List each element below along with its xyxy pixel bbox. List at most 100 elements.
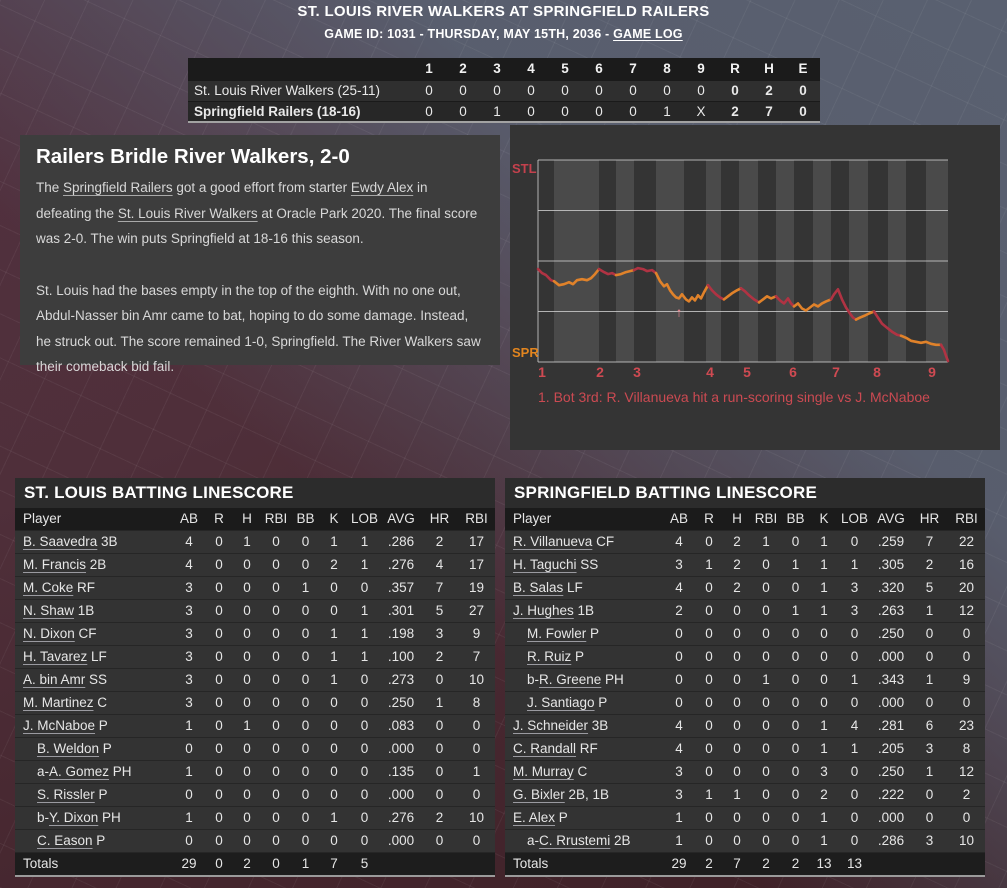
team-name[interactable]: Springfield Railers (18-16) [194, 103, 361, 119]
batting-row: M. Martinez C 3 0 0 0 0 0 0 .250 1 8 [15, 691, 495, 714]
inning-score: 0 [527, 103, 535, 119]
stat-BB: 0 [791, 626, 800, 641]
player-link[interactable]: G. Bixler [513, 787, 565, 802]
stat-R: 0 [215, 810, 223, 825]
position-label: 3B [588, 718, 609, 733]
col-header-HR: HR [919, 511, 940, 527]
team-link-springfield-railers[interactable]: Springfield Railers [63, 180, 173, 195]
inning-score: 0 [697, 83, 705, 98]
stat-BB: 0 [301, 534, 310, 549]
batting-header-row: Player AB R H RBI BB K LOB AVG HR RBI [505, 508, 985, 530]
position-label: SS [576, 557, 599, 572]
player-link[interactable]: J. Santiago [527, 695, 595, 710]
stat-HR: 0 [925, 787, 934, 802]
player-cell: M. Francis 2B [15, 553, 173, 576]
stat-R: 0 [705, 626, 713, 641]
player-link[interactable]: J. Hughes [513, 603, 574, 618]
stat-HR: 0 [435, 764, 444, 779]
player-cell: H. Tavarez LF [15, 645, 173, 668]
player-link[interactable]: H. Tavarez [23, 649, 88, 664]
player-link[interactable]: J. McNaboe [23, 718, 96, 733]
player-cell: M. Murray C [505, 760, 663, 783]
x-tick-inning-9: 9 [928, 364, 936, 380]
player-cell: b-Y. Dixon PH [15, 806, 173, 829]
stat-AVG: .083 [387, 718, 415, 733]
player-link[interactable]: H. Taguchi [513, 557, 577, 572]
col-header-8: 8 [663, 61, 671, 77]
col-header-BB: BB [296, 511, 315, 527]
stat-AB: 1 [185, 764, 193, 779]
batting-row: G. Bixler 2B, 1B 3 1 1 0 0 2 0 .222 0 2 [505, 783, 985, 806]
player-link[interactable]: A. Gomez [49, 764, 110, 779]
player-link-ewdy-alex[interactable]: Ewdy Alex [350, 180, 414, 195]
stat-AVG: .250 [877, 626, 905, 641]
player-link[interactable]: C. Eason [37, 833, 93, 848]
player-link[interactable]: Y. Dixon [49, 810, 99, 825]
player-link[interactable]: C. Randall [513, 741, 577, 756]
batting-row: B. Salas LF 4 0 2 0 0 1 3.320 5 20 [505, 576, 985, 599]
col-header-RBI: RBI [754, 511, 778, 527]
stat-AB: 0 [185, 833, 193, 848]
total-HR [911, 852, 948, 875]
player-link[interactable]: C. Rrustemi [539, 833, 611, 848]
stat-LOB: 1 [850, 741, 859, 756]
batting-row: J. McNaboe P 1 0 1 0 0 0 0 .083 0 0 [15, 714, 495, 737]
inning-score: 0 [425, 103, 433, 119]
player-link[interactable]: N. Shaw [23, 603, 75, 618]
stat-RBI: 12 [958, 603, 975, 618]
stat-LOB: 0 [360, 672, 369, 687]
game-log-link[interactable]: GAME LOG [613, 27, 683, 41]
totals-row: Totals 29 2 7 2 2 13 13 [505, 852, 985, 875]
stat-LOB: 0 [360, 695, 369, 710]
stat-R: 0 [705, 672, 713, 687]
stat-RBI: 0 [762, 649, 770, 664]
stat-H: 0 [243, 833, 251, 848]
team-name[interactable]: St. Louis River Walkers (25-11) [194, 83, 381, 98]
totals-row: Totals 29 0 2 0 1 7 5 [15, 852, 495, 875]
player-link[interactable]: N. Dixon [23, 626, 75, 641]
stat-H: 0 [243, 649, 251, 664]
player-link[interactable]: M. Fowler [527, 626, 587, 641]
stat-R: 0 [705, 718, 713, 733]
wp-line-stl [632, 266, 658, 275]
player-link[interactable]: E. Alex [513, 810, 556, 825]
inning-score: 0 [561, 83, 569, 98]
stat-AB: 1 [185, 810, 193, 825]
player-cell: R. Villanueva CF [505, 530, 663, 553]
player-link[interactable]: M. Martinez [23, 695, 94, 710]
inning-score: 0 [663, 83, 671, 98]
player-link[interactable]: A. bin Amr [23, 672, 86, 687]
player-link[interactable]: B. Saavedra [23, 534, 98, 549]
player-link[interactable]: M. Coke [23, 580, 74, 595]
team-link-st-louis-river-walkers[interactable]: St. Louis River Walkers [117, 205, 258, 221]
article-text: at Oracle Park 2020. The final score was… [36, 205, 478, 247]
article-paragraph-1: The Springfield Railers got a good effor… [36, 175, 484, 252]
batting-row: J. Santiago P 0 0 0 0 0 0 0 .000 0 0 [505, 691, 985, 714]
stat-AVG: .205 [877, 741, 905, 756]
player-cell: S. Rissler P [15, 783, 173, 806]
player-link[interactable]: M. Francis [23, 557, 87, 572]
col-header-AVG: AVG [877, 511, 905, 527]
page-title-matchup: ST. LOUIS RIVER WALKERS AT SPRINGFIELD R… [297, 3, 710, 20]
position-label: SS [85, 672, 108, 687]
player-link[interactable]: R. Villanueva [513, 534, 593, 549]
win-probability-chart-panel: ↑ STL SPR 1 2 3 4 5 6 7 8 9 1. Bot 3rd: R. Villanue… [510, 125, 1000, 450]
player-link[interactable]: M. Murray [513, 764, 574, 779]
col-header-H: H [242, 511, 252, 527]
player-link[interactable]: B. Weldon [37, 741, 100, 756]
stat-R: 0 [215, 626, 223, 641]
player-link[interactable]: S. Rissler [37, 787, 95, 802]
stat-K: 1 [820, 810, 828, 825]
player-link[interactable]: J. Schneider [513, 718, 589, 733]
batting-row: S. Rissler P 0 0 0 0 0 0 0 .000 0 0 [15, 783, 495, 806]
stat-HR: 2 [925, 557, 934, 572]
stat-RBI: 0 [962, 695, 971, 710]
stat-LOB: 0 [360, 580, 369, 595]
stat-AVG: .259 [877, 534, 905, 549]
player-link[interactable]: R. Greene [539, 672, 602, 687]
stat-R: 0 [215, 695, 223, 710]
stat-K: 0 [330, 787, 338, 802]
player-link[interactable]: B. Salas [513, 580, 564, 595]
total-RBI: 2 [762, 856, 770, 872]
player-link[interactable]: R. Ruiz [527, 649, 572, 664]
